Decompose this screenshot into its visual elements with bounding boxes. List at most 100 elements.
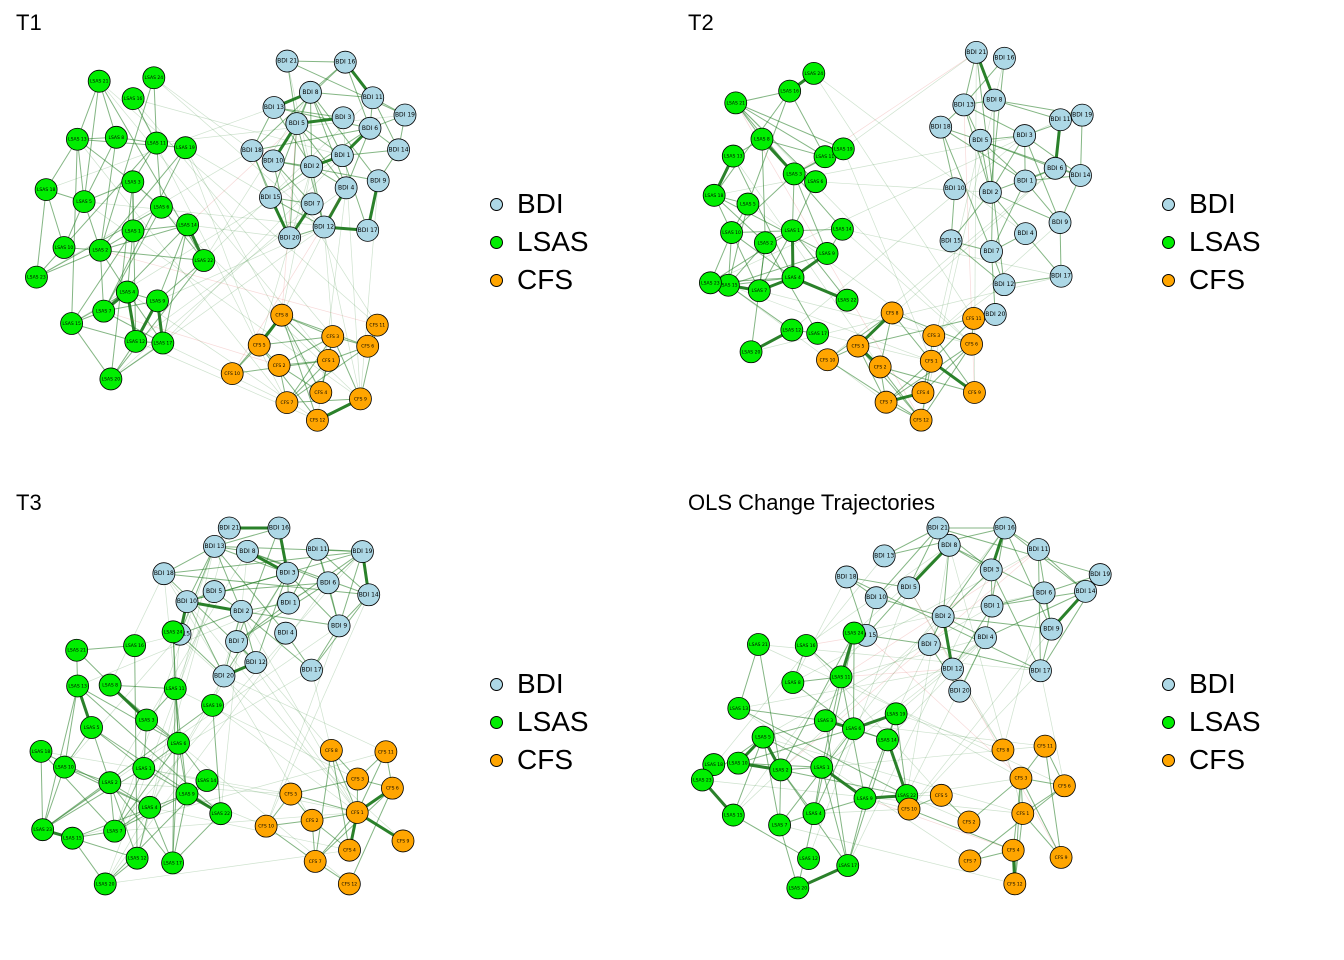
- node-bdi-20: BDI 20: [948, 679, 972, 703]
- node-bdi-8: BDI 8: [299, 80, 322, 104]
- node-bdi-11: BDI 11: [361, 86, 385, 110]
- node-label: LSAS 12: [128, 856, 147, 862]
- node-circle: [1014, 222, 1037, 246]
- node-label: LSAS 18: [32, 749, 51, 755]
- node-label: LSAS 23: [33, 827, 52, 833]
- bdi-dot-icon: [490, 197, 503, 211]
- node-label: LSAS 7: [772, 822, 788, 828]
- node-label: BDI 7: [983, 248, 999, 255]
- node-circle: [87, 69, 111, 93]
- edge-positive: [805, 645, 942, 796]
- node-lsas-21: LSAS 21: [65, 638, 89, 662]
- legend-item-bdi: BDI: [1162, 665, 1261, 703]
- node-lsas-11: LSAS 11: [145, 131, 168, 155]
- node-label: LSAS 20: [102, 376, 121, 382]
- edge-positive: [948, 545, 1024, 814]
- node-label: LSAS 2: [102, 780, 118, 786]
- edge-positive: [110, 203, 313, 380]
- node-label: BDI 1: [280, 600, 296, 607]
- node-circle: [750, 127, 774, 151]
- node-lsas-13: LSAS 13: [65, 127, 89, 151]
- node-circle: [842, 621, 866, 645]
- node-circle: [275, 391, 299, 415]
- node-circle: [962, 306, 986, 330]
- node-circle: [175, 782, 199, 806]
- node-bdi-1: BDI 1: [277, 591, 300, 615]
- node-circle: [276, 561, 299, 585]
- node-label: BDI 5: [289, 120, 305, 127]
- node-circle: [262, 96, 286, 119]
- node-label: LSAS 22: [897, 793, 916, 799]
- node-lsas-4: LSAS 4: [138, 795, 162, 819]
- node-label: BDI 11: [307, 546, 327, 553]
- node-circle: [317, 349, 340, 372]
- node-label: LSAS 3: [139, 717, 155, 723]
- legend-item-cfs: CFS: [490, 261, 589, 299]
- node-cfs-6: CFS 6: [1053, 774, 1076, 798]
- node-circle: [259, 185, 282, 209]
- node-bdi-1: BDI 1: [1013, 169, 1037, 193]
- node-circle: [698, 271, 722, 295]
- node-circle: [897, 797, 921, 821]
- node-circle: [61, 826, 84, 850]
- node-cfs-6: CFS 6: [356, 334, 380, 358]
- edge-positive: [223, 572, 288, 677]
- node-lsas-2: LSAS 2: [88, 238, 112, 262]
- node-circle: [349, 387, 372, 411]
- node-label: LSAS 11: [832, 674, 851, 680]
- node-lsas-16: LSAS 16: [778, 79, 802, 103]
- node-label: LSAS 5: [84, 725, 100, 731]
- node-label: LSAS 4: [119, 290, 135, 296]
- node-circle: [991, 738, 1015, 762]
- node-circle: [142, 66, 166, 90]
- edge-positive: [281, 314, 322, 393]
- node-cfs-6: CFS 6: [380, 776, 404, 800]
- edge-positive: [323, 226, 334, 337]
- legend-label: LSAS: [1189, 706, 1261, 737]
- node-lsas-23: LSAS 23: [25, 265, 48, 289]
- edge-positive: [906, 637, 986, 796]
- edge-positive: [103, 224, 188, 312]
- node-label: CFS 2: [963, 820, 976, 826]
- node-bdi-5: BDI 5: [968, 128, 992, 152]
- node-circle: [960, 332, 983, 356]
- edge-positive: [103, 206, 162, 312]
- node-circle: [1069, 164, 1092, 187]
- node-bdi-2: BDI 2: [229, 599, 253, 623]
- node-bdi-17: BDI 17: [356, 218, 380, 242]
- node-bdi-7: BDI 7: [917, 633, 941, 656]
- node-circle: [270, 303, 294, 327]
- node-lsas-2: LSAS 2: [98, 771, 122, 795]
- edge-positive: [35, 189, 47, 278]
- edge-positive: [1020, 777, 1062, 858]
- node-circle: [753, 231, 777, 255]
- node-label: LSAS 7: [96, 309, 112, 315]
- node-lsas-12: LSAS 12: [797, 847, 820, 871]
- node-circle: [334, 176, 358, 200]
- node-circle: [312, 215, 336, 239]
- node-label: CFS 10: [258, 824, 274, 830]
- node-circle: [952, 93, 976, 117]
- node-circle: [993, 46, 1016, 70]
- node-label: LSAS 7: [751, 288, 767, 294]
- node-label: LSAS 9: [179, 792, 195, 798]
- lsas-dot-icon: [1162, 715, 1175, 729]
- edge-positive: [887, 637, 986, 741]
- node-cfs-3: CFS 3: [922, 324, 946, 348]
- node-label: LSAS 9: [857, 796, 873, 802]
- node-circle: [815, 242, 839, 265]
- node-lsas-4: LSAS 4: [802, 802, 826, 826]
- node-bdi-9: BDI 9: [366, 169, 390, 193]
- node-label: CFS 5: [284, 792, 297, 798]
- edge-positive: [793, 173, 843, 230]
- node-label: BDI 15: [856, 632, 876, 639]
- node-circle: [217, 516, 241, 540]
- node-bdi-16: BDI 16: [993, 516, 1017, 540]
- edge-positive: [71, 230, 134, 324]
- node-circle: [797, 847, 820, 871]
- node-cfs-10: CFS 10: [897, 797, 921, 821]
- edge-positive: [985, 590, 1086, 639]
- node-label: BDI 15: [260, 194, 280, 201]
- node-label: BDI 21: [966, 49, 986, 56]
- edge-positive: [713, 194, 828, 254]
